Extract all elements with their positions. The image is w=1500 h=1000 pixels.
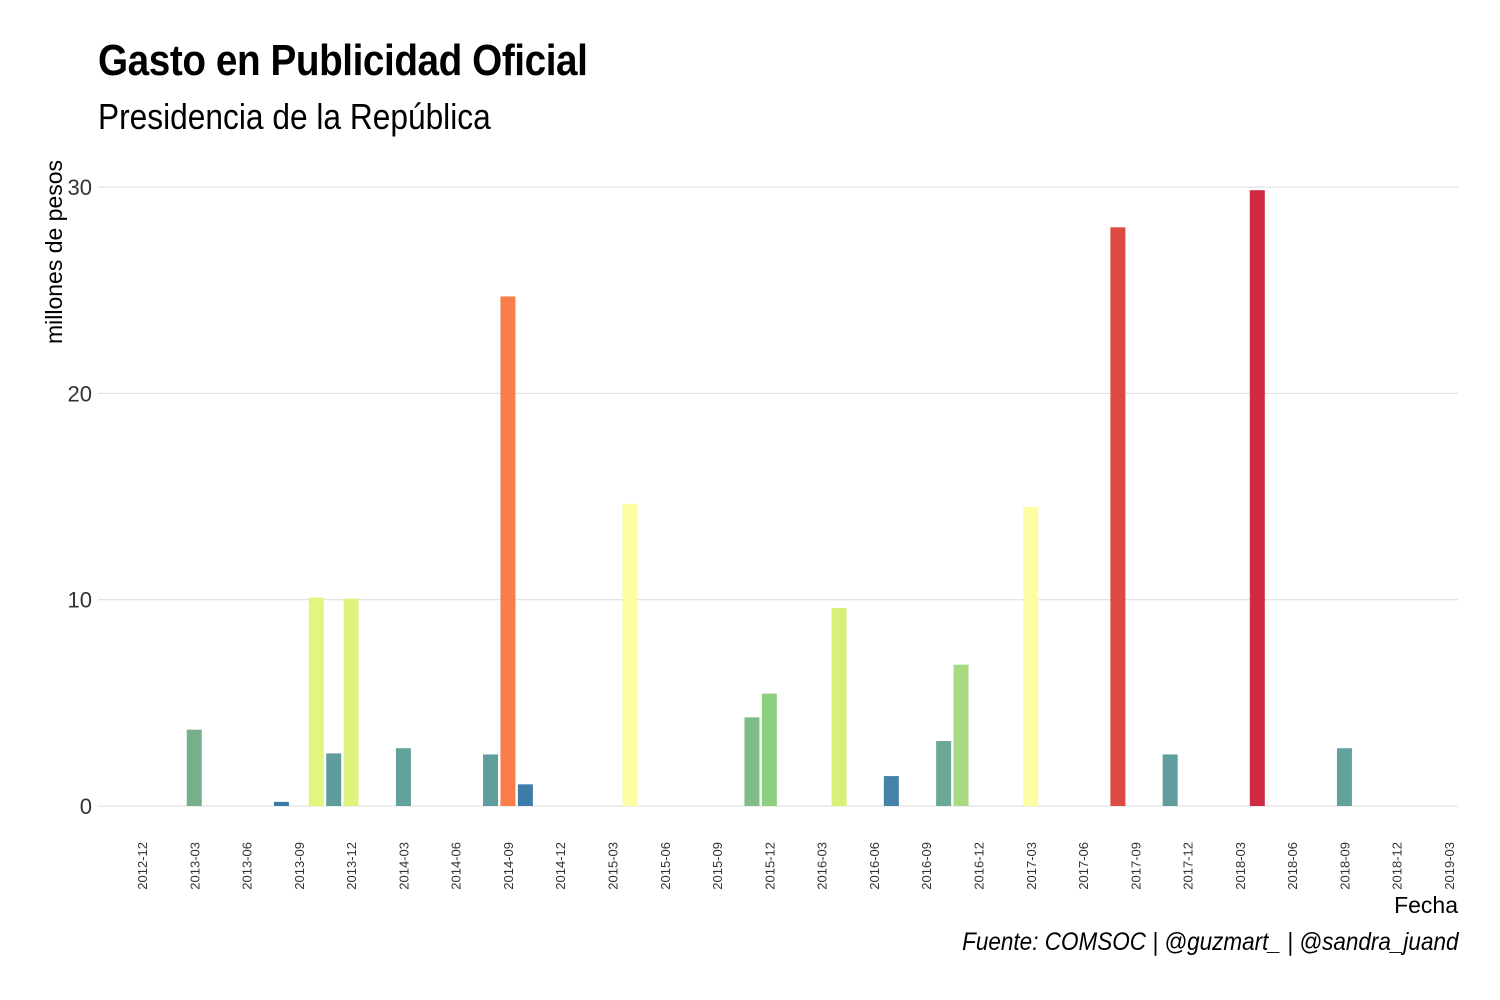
source-caption: Fuente: COMSOC | @guzmart_ | @sandra_jua…: [961, 928, 1458, 956]
x-tick-label: 2016-12: [971, 842, 986, 890]
y-tick-label: 0: [80, 794, 92, 819]
bar: [953, 664, 969, 806]
x-tick-label: 2017-12: [1181, 842, 1196, 890]
bar: [500, 296, 516, 806]
y-tick-label: 30: [68, 175, 92, 200]
x-tick-label: 2016-03: [815, 842, 830, 890]
bar: [761, 693, 777, 806]
bar: [308, 597, 324, 806]
x-tick-label: 2018-09: [1337, 842, 1352, 890]
bar: [831, 607, 847, 806]
bar: [936, 741, 952, 806]
y-tick-label: 10: [68, 588, 92, 613]
x-tick-label: 2012-12: [135, 842, 150, 890]
x-tick-label: 2018-03: [1233, 842, 1248, 890]
gridlines: [98, 186, 1458, 807]
x-tick-label: 2016-06: [867, 842, 882, 890]
bar: [186, 729, 202, 806]
y-axis-title: millones de pesos: [41, 160, 67, 344]
x-tick-label: 2018-12: [1390, 842, 1405, 890]
bar: [1162, 754, 1178, 806]
bar: [395, 748, 411, 806]
x-axis-title: Fecha: [1394, 892, 1458, 918]
x-tick-label: 2017-06: [1076, 842, 1091, 890]
x-tick-label: 2014-12: [553, 842, 568, 890]
x-tick-label: 2015-06: [658, 842, 673, 890]
x-tick-label: 2013-03: [187, 842, 202, 890]
x-tick-label: 2013-09: [292, 842, 307, 890]
bar: [744, 717, 760, 806]
chart-title: Gasto en Publicidad Oficial: [98, 36, 588, 85]
bar: [883, 776, 899, 806]
x-tick-label: 2018-06: [1285, 842, 1300, 890]
x-tick-labels: 2012-12 2013-03 2013-06 2013-09 2013-12 2014-…: [135, 842, 1457, 890]
bar: [1249, 190, 1265, 806]
bar: [622, 503, 638, 806]
x-tick-label: 2015-12: [762, 842, 777, 890]
bar: [343, 598, 359, 806]
x-tick-label: 2013-06: [240, 842, 255, 890]
y-tick-label: 20: [68, 381, 92, 406]
bar: [1023, 506, 1039, 806]
x-tick-label: 2014-03: [396, 842, 411, 890]
bar: [483, 754, 499, 806]
bar: [1336, 748, 1352, 806]
x-tick-label: 2014-06: [449, 842, 464, 890]
x-tick-label: 2013-12: [344, 842, 359, 890]
y-tick-labels: 0 10 20 30: [68, 175, 92, 819]
bar: [517, 784, 533, 806]
x-tick-label: 2015-09: [710, 842, 725, 890]
x-tick-label: 2017-09: [1128, 842, 1143, 890]
x-tick-label: 2016-09: [919, 842, 934, 890]
bars: [186, 190, 1352, 807]
x-tick-label: 2019-03: [1442, 842, 1457, 890]
x-tick-label: 2014-09: [501, 842, 516, 890]
bar: [273, 801, 289, 806]
chart-subtitle: Presidencia de la República: [98, 96, 491, 137]
x-tick-label: 2015-03: [606, 842, 621, 890]
bar: [1110, 227, 1126, 807]
x-tick-label: 2017-03: [1024, 842, 1039, 890]
bar: [326, 753, 342, 806]
